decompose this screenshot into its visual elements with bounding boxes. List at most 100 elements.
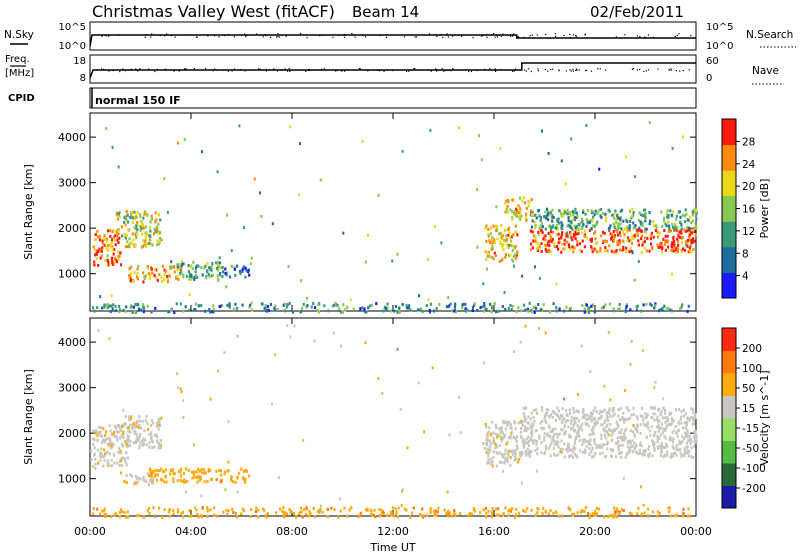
echo-cell xyxy=(136,221,139,224)
echo-cell xyxy=(496,435,499,439)
echo-cell xyxy=(619,222,622,226)
nave-point xyxy=(335,70,337,72)
echo-cell xyxy=(465,309,468,313)
nave-point xyxy=(413,68,415,70)
echo-cell xyxy=(560,450,563,454)
echo-cell xyxy=(663,304,666,308)
echo-cell xyxy=(574,237,577,240)
nsearch-point xyxy=(496,35,498,37)
echo-cell xyxy=(653,446,656,450)
echo-cell xyxy=(664,420,667,424)
echo-cell xyxy=(107,442,110,446)
nsearch-point xyxy=(486,34,488,36)
echo-cell xyxy=(125,451,128,455)
echo-cell xyxy=(182,399,185,403)
echo-cell xyxy=(111,248,114,251)
echo-cell xyxy=(646,453,650,457)
echo-cell xyxy=(506,440,509,444)
echo-cell xyxy=(191,476,194,480)
echo-cell xyxy=(678,210,681,214)
echo-cell xyxy=(248,305,251,309)
echo-cell xyxy=(649,406,653,410)
echo-cell xyxy=(526,447,529,451)
echo-cell xyxy=(570,226,573,230)
echo-cell xyxy=(542,237,545,241)
nsearch-point xyxy=(299,33,302,35)
echo-cell xyxy=(590,411,593,415)
echo-cell xyxy=(648,452,651,456)
echo-cell xyxy=(129,276,132,280)
cpid-label: CPID xyxy=(8,93,35,104)
echo-cell xyxy=(649,302,652,306)
echo-cell xyxy=(112,303,115,307)
echo-cell xyxy=(688,514,691,518)
echo-cell xyxy=(530,427,533,431)
echo-cell xyxy=(152,232,155,236)
y-tick-label: 4000 xyxy=(58,336,86,349)
echo-cell xyxy=(549,454,552,458)
echo-cell xyxy=(688,228,691,232)
echo-cell xyxy=(236,515,239,519)
echo-cell xyxy=(570,449,573,452)
nave-point xyxy=(636,69,638,71)
echo-cell xyxy=(599,208,603,211)
echo-cell xyxy=(148,445,151,449)
nsearch-point xyxy=(342,34,344,36)
echo-cell xyxy=(689,215,692,219)
echo-cell xyxy=(687,439,690,443)
echo-cell xyxy=(493,442,496,446)
echo-cell xyxy=(129,444,132,448)
echo-cell xyxy=(224,267,227,271)
echo-cell xyxy=(433,513,436,517)
echo-cell xyxy=(669,514,672,518)
echo-cell xyxy=(148,507,151,510)
echo-cell xyxy=(641,221,644,225)
echo-cell xyxy=(550,217,553,221)
echo-cell xyxy=(628,224,631,228)
echo-cell xyxy=(606,416,609,420)
echo-cell xyxy=(254,510,257,513)
echo-cell xyxy=(515,214,518,218)
echo-cell xyxy=(207,467,210,471)
echo-cell xyxy=(183,478,186,482)
echo-cell xyxy=(578,427,581,431)
echo-cell xyxy=(99,455,102,458)
echo-cell xyxy=(600,414,603,418)
echo-cell xyxy=(267,308,270,312)
echo-cell xyxy=(544,248,547,251)
nave-point xyxy=(258,68,260,70)
echo-cell xyxy=(484,506,488,510)
echo-cell xyxy=(566,233,569,237)
echo-cell xyxy=(218,256,221,260)
nsearch-point xyxy=(496,36,498,38)
echo-cell xyxy=(150,474,153,478)
echo-cell xyxy=(401,488,404,492)
echo-cell xyxy=(560,439,563,443)
echo-cell xyxy=(91,429,95,433)
echo-cell xyxy=(511,244,515,248)
echo-cell xyxy=(194,266,198,270)
echo-cell xyxy=(435,513,438,517)
echo-cell xyxy=(549,211,552,214)
echo-cell xyxy=(572,450,575,454)
echo-cell xyxy=(607,419,610,423)
echo-cell xyxy=(204,471,207,475)
echo-cell xyxy=(690,407,693,411)
colorbar-segment xyxy=(722,144,736,171)
echo-cell xyxy=(686,244,689,248)
echo-cell xyxy=(644,230,647,234)
echo-cell xyxy=(679,417,682,421)
echo-cell xyxy=(543,235,546,239)
echo-cell xyxy=(352,307,355,311)
nsearch-point xyxy=(584,34,586,36)
echo-cell xyxy=(600,234,603,238)
echo-cell xyxy=(192,472,195,476)
echo-cell xyxy=(659,308,662,312)
echo-cell xyxy=(241,303,244,307)
colorbar-segment xyxy=(722,221,736,248)
echo-cell xyxy=(669,435,672,439)
echo-cell xyxy=(114,304,117,308)
echo-cell xyxy=(139,215,142,219)
echo-cell xyxy=(216,170,219,174)
